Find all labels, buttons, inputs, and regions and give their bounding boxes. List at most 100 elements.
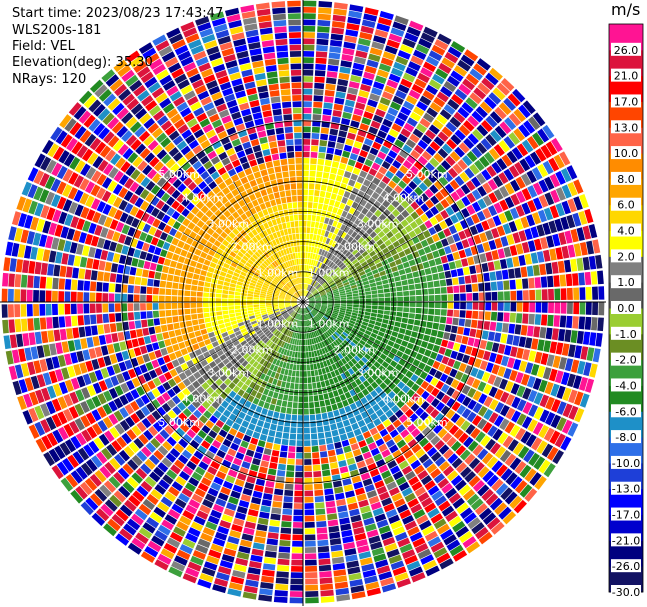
velocity-gate xyxy=(316,32,330,39)
velocity-gate xyxy=(21,363,30,377)
velocity-gate xyxy=(419,95,432,106)
velocity-gate xyxy=(361,321,369,327)
velocity-gate xyxy=(210,223,219,231)
velocity-gate xyxy=(179,515,192,526)
velocity-gate xyxy=(325,237,331,245)
velocity-gate xyxy=(280,318,286,324)
velocity-gate xyxy=(363,284,370,289)
velocity-gate xyxy=(139,188,150,200)
velocity-gate xyxy=(316,247,320,255)
velocity-gate xyxy=(500,487,513,501)
velocity-gate xyxy=(400,256,408,263)
velocity-gate xyxy=(397,296,404,302)
velocity-gate xyxy=(481,371,491,383)
velocity-gate xyxy=(318,394,324,401)
velocity-gate xyxy=(375,171,384,181)
velocity-gate xyxy=(482,470,495,483)
velocity-gate xyxy=(436,523,451,535)
velocity-gate xyxy=(292,296,298,300)
velocity-gate xyxy=(579,241,588,256)
velocity-gate xyxy=(293,332,297,339)
velocity-gate xyxy=(353,261,361,268)
velocity-gate xyxy=(226,404,235,413)
velocity-gate xyxy=(309,298,315,301)
velocity-gate xyxy=(481,220,490,231)
velocity-gate xyxy=(282,432,290,440)
velocity-gate xyxy=(415,289,422,296)
velocity-gate xyxy=(241,533,254,542)
velocity-gate xyxy=(407,318,415,325)
velocity-gate xyxy=(322,223,328,231)
velocity-gate xyxy=(250,265,257,272)
velocity-gate xyxy=(113,397,124,409)
velocity-gate xyxy=(331,363,337,371)
velocity-gate xyxy=(197,429,207,439)
velocity-gate xyxy=(293,357,298,364)
velocity-gate xyxy=(225,273,233,279)
velocity-gate xyxy=(444,348,452,357)
velocity-gate xyxy=(154,349,163,359)
velocity-gate xyxy=(166,361,175,371)
velocity-gate xyxy=(314,316,319,322)
velocity-gate xyxy=(354,56,367,65)
velocity-gate xyxy=(481,452,494,465)
velocity-gate xyxy=(327,294,334,297)
velocity-gate xyxy=(183,258,192,266)
velocity-gate xyxy=(165,309,172,317)
velocity-gate xyxy=(232,377,240,385)
velocity-gate xyxy=(493,376,503,388)
velocity-gate xyxy=(326,292,333,296)
velocity-gate xyxy=(441,432,453,443)
velocity-gate xyxy=(360,425,369,434)
velocity-gate xyxy=(436,552,451,564)
velocity-gate xyxy=(319,400,326,407)
velocity-gate xyxy=(310,364,314,371)
velocity-gate xyxy=(391,331,399,338)
velocity-gate xyxy=(171,481,184,492)
velocity-gate xyxy=(316,276,321,282)
velocity-gate xyxy=(391,227,399,235)
velocity-gate xyxy=(274,277,280,283)
velocity-gate xyxy=(210,460,221,470)
velocity-gate xyxy=(235,416,244,425)
velocity-gate xyxy=(455,445,467,457)
velocity-gate xyxy=(216,449,226,459)
velocity-gate xyxy=(140,277,148,286)
velocity-gate xyxy=(184,482,197,493)
velocity-gate xyxy=(335,268,342,275)
velocity-gate xyxy=(169,260,178,268)
velocity-gate xyxy=(215,434,225,444)
velocity-gate xyxy=(560,288,567,300)
velocity-gate xyxy=(443,103,456,116)
velocity-gate xyxy=(327,205,334,213)
velocity-gate xyxy=(171,503,184,514)
velocity-gate xyxy=(201,400,211,410)
velocity-gate xyxy=(438,62,452,74)
velocity-gate xyxy=(417,422,428,432)
velocity-gate xyxy=(509,312,516,323)
velocity-gate xyxy=(278,457,287,465)
velocity-gate xyxy=(232,369,240,377)
velocity-gate xyxy=(182,408,192,418)
velocity-gate xyxy=(293,294,299,299)
velocity-gate xyxy=(405,470,416,481)
velocity-gate xyxy=(403,290,410,296)
velocity-gate xyxy=(471,378,481,389)
velocity-gate xyxy=(336,208,343,216)
velocity-gate xyxy=(392,566,407,576)
velocity-gate xyxy=(77,447,90,461)
velocity-gate xyxy=(402,312,409,318)
velocity-gate xyxy=(337,388,344,396)
velocity-gate xyxy=(197,257,205,264)
velocity-gate xyxy=(291,304,298,307)
velocity-gate xyxy=(351,187,359,196)
velocity-gate xyxy=(339,290,346,294)
velocity-gate xyxy=(403,434,414,444)
velocity-gate xyxy=(305,591,319,598)
velocity-gate xyxy=(441,482,454,494)
velocity-gate xyxy=(91,409,102,422)
velocity-gate xyxy=(425,146,437,157)
velocity-gate xyxy=(371,290,378,295)
velocity-gate xyxy=(235,557,249,567)
velocity-gate xyxy=(327,64,339,72)
